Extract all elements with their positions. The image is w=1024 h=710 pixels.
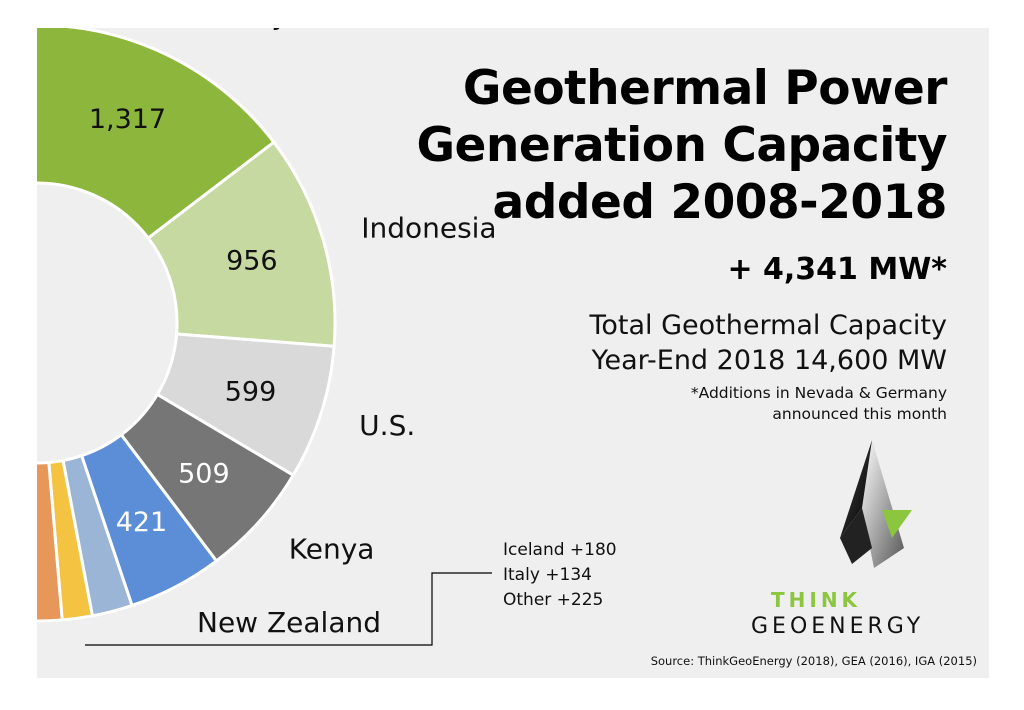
footnote-line: *Additions in Nevada & Germany — [690, 384, 947, 402]
slice-value-label: 1,317 — [89, 104, 166, 135]
slice-name-label: Kenya — [289, 532, 375, 565]
donut-slice-indonesia — [146, 140, 337, 348]
slice-value-label: 599 — [225, 377, 277, 408]
logo-think: THINK — [771, 588, 862, 612]
title-line: added 2008-2018 — [492, 175, 947, 230]
other-country-item: Italy +134 — [503, 565, 592, 585]
slice-name-label: New Zealand — [197, 606, 381, 639]
total-capacity-line: Total Geothermal Capacity — [589, 310, 947, 341]
slice-name-label: Turkey — [196, 28, 288, 31]
footnote: *Additions in Nevada & Germany announced… — [691, 383, 947, 425]
donut-slice-other — [37, 460, 64, 623]
slice-value-label: 509 — [178, 458, 230, 489]
other-country-item: Iceland +180 — [503, 540, 617, 560]
total-added: + 4,341 MW* — [727, 252, 947, 287]
slice-value-label: 421 — [116, 507, 168, 538]
callout-line — [85, 572, 492, 646]
logo-icon — [840, 440, 912, 568]
infographic-panel: 1,317 956 599 509 421 Turkey Indonesia U.S. Ken… — [37, 28, 989, 678]
total-capacity-line: Year-End 2018 14,600 MW — [591, 345, 947, 376]
slice-name-label: U.S. — [359, 409, 415, 442]
title-line: Geothermal Power — [462, 61, 948, 116]
other-country-item: Other +225 — [503, 590, 604, 610]
footnote-line: announced this month — [772, 405, 947, 423]
title-line: Generation Capacity — [416, 118, 947, 173]
source-note: Source: ThinkGeoEnergy (2018), GEA (2016… — [650, 654, 977, 668]
donut-chart: 1,317 956 599 509 421 Turkey Indonesia U.S. Ken… — [37, 28, 497, 646]
total-capacity: Total Geothermal Capacity Year-End 2018 … — [589, 308, 947, 378]
logo-geoenergy: GEOENERGY — [751, 614, 925, 639]
other-countries-list: Iceland +180 Italy +134 Other +225 — [503, 538, 617, 613]
slice-value-label: 956 — [226, 246, 278, 277]
slice-name-label: Indonesia — [361, 211, 496, 244]
chart-title: Geothermal Power Generation Capacity add… — [387, 60, 947, 231]
